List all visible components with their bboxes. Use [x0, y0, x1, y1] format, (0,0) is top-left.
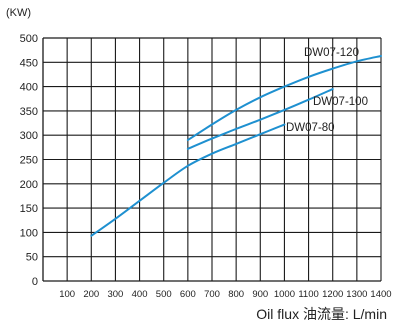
series-label-dw07-100: DW07-100	[313, 96, 368, 108]
x-tick-label: 100	[59, 289, 75, 300]
x-tick-label: 300	[107, 289, 123, 300]
x-tick-label: 200	[83, 289, 99, 300]
x-tick-label: 600	[180, 289, 196, 300]
x-tick-label: 500	[156, 289, 172, 300]
axes: 0 50 100 150 200 250 300 350 400 450 500 100 200 300 4…	[20, 33, 392, 300]
x-tick-label: 800	[228, 289, 244, 300]
series-labels: DW07-120 DW07-100 DW07-80	[286, 47, 368, 134]
y-tick-label: 150	[20, 203, 38, 215]
grid	[42, 37, 382, 282]
y-tick-label: 300	[20, 130, 38, 142]
y-tick-label: 50	[26, 252, 38, 264]
y-tick-label: 250	[20, 155, 38, 167]
x-tick-label: 1400	[370, 289, 391, 300]
x-tick-label: 900	[252, 289, 268, 300]
y-tick-label: 0	[32, 276, 38, 288]
series-lines	[90, 54, 382, 237]
series-line-dw07-100	[186, 88, 334, 150]
series-label-dw07-80: DW07-80	[286, 122, 335, 134]
x-axis-label: Oil flux 油流量: L/min	[256, 306, 387, 322]
y-tick-label: 400	[20, 82, 38, 94]
x-tick-label: 1200	[322, 289, 343, 300]
y-tick-label: 200	[20, 179, 38, 191]
y-tick-label: 500	[20, 33, 38, 45]
y-tick-label: 350	[20, 106, 38, 118]
x-tick-label: 1000	[274, 289, 295, 300]
series-line-dw07-120	[186, 54, 382, 142]
x-tick-label: 400	[132, 289, 148, 300]
x-tick-label: 1300	[346, 289, 367, 300]
x-tick-label: 1100	[298, 289, 318, 300]
y-tick-label: 100	[20, 227, 38, 239]
x-tick-label: 700	[204, 289, 220, 300]
y-unit-label: (KW)	[6, 7, 31, 19]
y-tick-label: 450	[20, 57, 38, 69]
series-line-dw07-80	[90, 123, 286, 237]
series-label-dw07-120: DW07-120	[304, 47, 359, 59]
